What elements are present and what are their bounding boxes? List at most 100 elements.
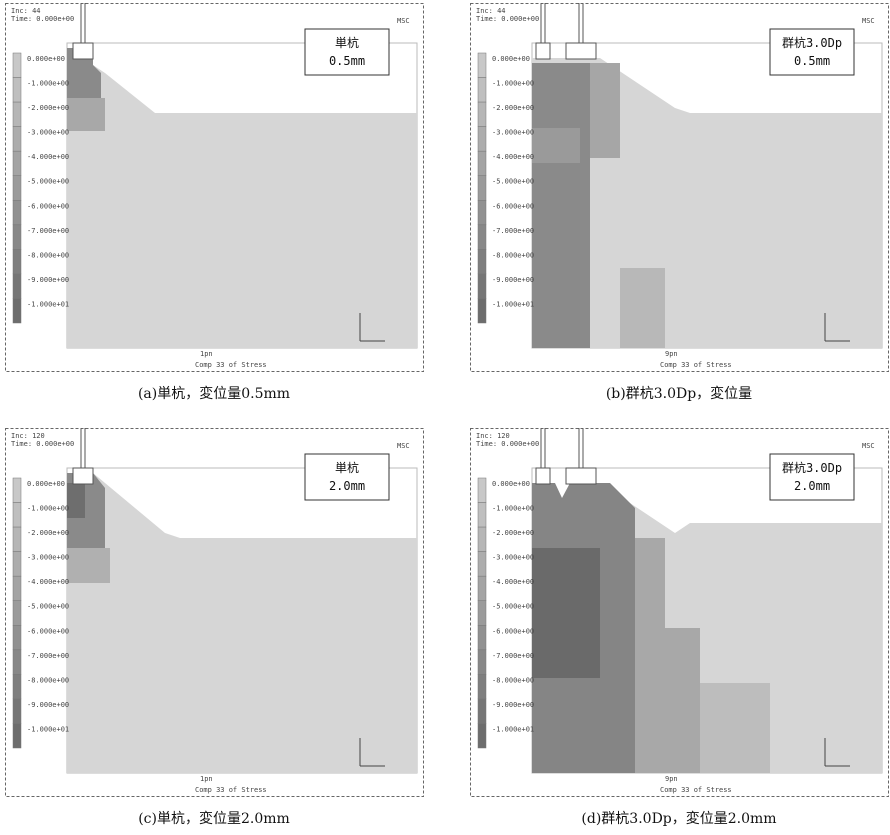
label-box	[769, 28, 855, 76]
stress-region	[67, 98, 105, 131]
stress-region	[67, 548, 110, 583]
caption: (d)群杭3.0Dp，変位量2.0mm	[581, 810, 776, 827]
stress-region	[635, 538, 700, 773]
legend-swatch	[12, 674, 22, 700]
legend-swatch	[12, 551, 22, 577]
stress-region	[67, 483, 85, 518]
pile-cap	[535, 467, 551, 485]
pile-cap	[565, 467, 597, 485]
stress-region	[532, 548, 600, 678]
legend-swatch	[12, 224, 22, 250]
legend-label: -3.000e+00	[492, 129, 534, 137]
stress-region	[67, 473, 417, 773]
legend-swatch	[12, 723, 22, 749]
legend-swatch	[12, 477, 22, 503]
legend-label: -9.000e+00	[492, 701, 534, 709]
legend-label: -2.000e+00	[492, 529, 534, 537]
label-text: 群杭3.0Dp	[782, 460, 842, 475]
footer-left: 9pn	[665, 350, 678, 358]
legend-swatch	[477, 77, 487, 103]
legend-label: 0.000e+00	[492, 55, 530, 63]
header-text: Time: 0.000e+00	[476, 15, 539, 23]
legend-swatch	[477, 526, 487, 552]
stress-region	[67, 48, 101, 98]
legend-label: -1.000e+01	[27, 725, 69, 733]
label-text: 0.5mm	[794, 54, 830, 68]
legend-swatch	[12, 600, 22, 626]
legend-swatch	[477, 298, 487, 324]
legend-label: -3.000e+00	[27, 129, 69, 137]
legend-swatch	[12, 698, 22, 724]
legend-label: -5.000e+00	[27, 603, 69, 611]
footer: Comp 33 of Stress	[195, 786, 267, 794]
label-box	[304, 28, 390, 76]
legend-label: -1.000e+01	[492, 725, 534, 733]
legend-swatch	[477, 477, 487, 503]
header-text: Time: 0.000e+00	[11, 15, 74, 23]
legend-swatch	[12, 101, 22, 127]
legend-swatch	[12, 298, 22, 324]
logo: MSC	[397, 17, 410, 25]
legend-label: -6.000e+00	[492, 202, 534, 210]
footer-left: 1pn	[200, 350, 213, 358]
header-text: Inc: 44	[11, 7, 41, 15]
logo: MSC	[862, 442, 875, 450]
legend-swatch	[477, 674, 487, 700]
legend-swatch	[12, 200, 22, 226]
label-text: 単杭	[335, 460, 359, 475]
label-text: 2.0mm	[794, 479, 830, 493]
footer: Comp 33 of Stress	[660, 786, 732, 794]
pile-cap	[72, 467, 94, 485]
caption: (a)単杭，変位量0.5mm	[138, 385, 290, 402]
legend-label: -5.000e+00	[27, 178, 69, 186]
legend-swatch	[12, 649, 22, 675]
legend-label: -9.000e+00	[27, 701, 69, 709]
footer-left: 1pn	[200, 775, 213, 783]
label-text: 2.0mm	[329, 479, 365, 493]
pile-cap	[72, 42, 94, 60]
legend-label: -8.000e+00	[492, 676, 534, 684]
legend-label: -4.000e+00	[27, 578, 69, 586]
legend-label: 0.000e+00	[27, 480, 65, 488]
stress-region	[555, 483, 570, 498]
legend-label: -5.000e+00	[492, 603, 534, 611]
legend-swatch	[477, 200, 487, 226]
legend-swatch	[477, 575, 487, 601]
logo: MSC	[397, 442, 410, 450]
legend-label: 0.000e+00	[27, 55, 65, 63]
legend-swatch	[12, 625, 22, 651]
legend-label: -3.000e+00	[492, 554, 534, 562]
legend-label: -7.000e+00	[492, 227, 534, 235]
legend-label: -9.000e+00	[492, 276, 534, 284]
label-box	[769, 453, 855, 501]
footer: Comp 33 of Stress	[195, 361, 267, 369]
footer-left: 9pn	[665, 775, 678, 783]
legend-label: -1.000e+01	[27, 300, 69, 308]
legend-swatch	[12, 575, 22, 601]
legend-label: -1.000e+01	[492, 300, 534, 308]
legend-swatch	[477, 698, 487, 724]
legend-swatch	[12, 526, 22, 552]
label-text: 0.5mm	[329, 54, 365, 68]
legend-swatch	[12, 249, 22, 275]
caption: (b)群杭3.0Dp，変位量	[606, 385, 752, 402]
header-text: Time: 0.000e+00	[476, 440, 539, 448]
header-text: Inc: 120	[476, 432, 510, 440]
legend-swatch	[12, 150, 22, 176]
legend-label: -4.000e+00	[27, 153, 69, 161]
stress-region	[532, 63, 590, 348]
stress-region	[700, 683, 770, 773]
pile-cap	[535, 42, 551, 60]
legend-label: -2.000e+00	[27, 529, 69, 537]
legend-label: -8.000e+00	[492, 251, 534, 259]
legend-label: -8.000e+00	[27, 251, 69, 259]
legend-swatch	[477, 52, 487, 78]
legend-label: -1.000e+00	[492, 80, 534, 88]
legend-label: -6.000e+00	[27, 202, 69, 210]
legend-label: -3.000e+00	[27, 554, 69, 562]
legend-swatch	[12, 273, 22, 299]
